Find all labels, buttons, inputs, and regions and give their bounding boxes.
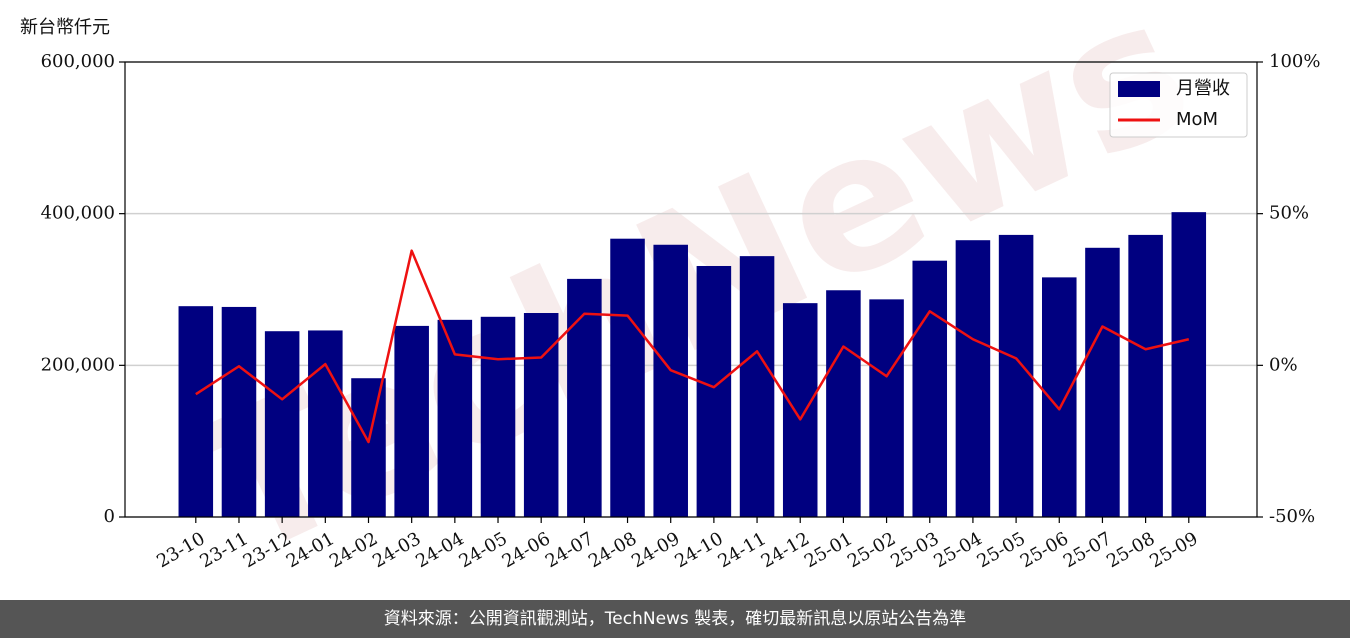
footer-text: 資料來源：公開資訊觀測站，TechNews 製表，確切最新訊息以原站公告為準 xyxy=(384,609,966,629)
bar xyxy=(869,299,904,517)
bar xyxy=(1085,247,1120,517)
bar xyxy=(826,290,861,517)
bar xyxy=(178,306,214,517)
footer-bar xyxy=(0,600,1350,638)
bar xyxy=(567,278,602,517)
plot-frame xyxy=(124,61,1258,518)
bar xyxy=(308,330,343,517)
bar xyxy=(480,316,516,517)
bar xyxy=(1128,234,1163,517)
legend-label: MoM xyxy=(1176,109,1218,130)
bar xyxy=(782,303,818,517)
y2-tick-label: 100% xyxy=(1269,51,1320,72)
bar xyxy=(351,378,386,517)
bar xyxy=(696,265,732,517)
bar xyxy=(955,240,991,518)
bar xyxy=(1041,277,1077,517)
legend-label: 月營收 xyxy=(1176,78,1230,99)
y-axis-label: 新台幣仟元 xyxy=(20,17,110,38)
line xyxy=(195,249,1190,444)
bar xyxy=(998,234,1034,517)
bar xyxy=(912,260,948,517)
bar xyxy=(221,306,257,517)
y2-tick-label: 50% xyxy=(1269,203,1309,224)
y2-tick-label: 0% xyxy=(1269,354,1298,375)
bar xyxy=(437,319,473,517)
bar xyxy=(739,256,775,517)
bar xyxy=(394,325,429,517)
bar xyxy=(610,238,645,518)
legend-swatch xyxy=(1118,81,1160,97)
y-tick-label: 600,000 xyxy=(41,51,115,72)
bar xyxy=(1171,212,1207,517)
bar xyxy=(653,244,688,517)
y-tick-label: 400,000 xyxy=(41,203,115,224)
y-tick-label: 200,000 xyxy=(41,354,115,375)
y-tick-label: 0 xyxy=(104,506,115,527)
bar xyxy=(264,331,300,517)
y2-tick-label: -50% xyxy=(1269,506,1315,527)
